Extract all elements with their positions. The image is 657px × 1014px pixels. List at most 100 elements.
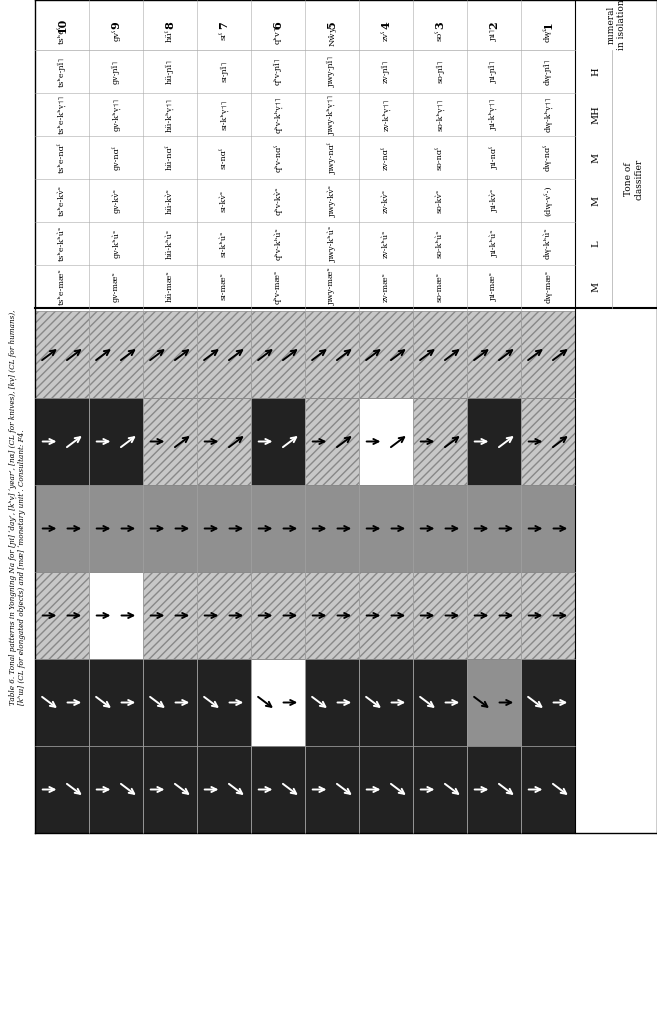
Text: 2: 2 (489, 21, 499, 28)
Text: dw̥‑kʰv̩˦˥: dw̥‑kʰv̩˦˥ (544, 96, 552, 132)
Bar (35, 485, 89, 572)
Bar (413, 746, 467, 832)
Bar (359, 572, 413, 659)
Bar (143, 485, 197, 572)
Bar (251, 311, 305, 399)
Text: tsʰe‑ɲi̋˥: tsʰe‑ɲi̋˥ (58, 57, 66, 86)
Bar (413, 659, 467, 746)
Text: Nŵyˤ: Nŵyˤ (328, 23, 336, 47)
Text: hü‑kʰùˣ: hü‑kʰùˣ (166, 228, 174, 259)
Text: sɪ‑kv̀ˣ: sɪ‑kv̀ˣ (220, 190, 228, 212)
Text: hü‑kv̀ˣ: hü‑kv̀ˣ (166, 188, 174, 214)
Text: ɲwy‑kʰv̩˦˥: ɲwy‑kʰv̩˦˥ (328, 94, 336, 135)
Text: sɪ‑nɑˤ: sɪ‑nɑˤ (220, 146, 228, 168)
Text: tsʰe‑mæˣ: tsʰe‑mæˣ (58, 268, 66, 305)
Bar (467, 572, 521, 659)
Text: dw̥‑ɲi̋˥: dw̥‑ɲi̋˥ (544, 58, 552, 85)
Text: qʰv‑ɲi̋˥: qʰv‑ɲi̋˥ (274, 58, 282, 85)
Text: 1: 1 (543, 21, 553, 28)
Bar (467, 311, 521, 399)
Text: 6: 6 (273, 21, 284, 28)
Text: 10: 10 (57, 17, 68, 32)
Bar (305, 311, 359, 399)
Text: dw̥‑nɑˤ: dw̥‑nɑˤ (544, 144, 552, 171)
Text: H: H (591, 67, 600, 76)
Text: sɪ‑mæˣ: sɪ‑mæˣ (220, 273, 228, 300)
Text: so‑kʰv̩˦˥: so‑kʰv̩˦˥ (436, 98, 444, 131)
Bar (197, 311, 251, 399)
Text: 5: 5 (327, 21, 338, 28)
Bar (305, 659, 359, 746)
Text: tsʰe‑kv̀ˣ: tsʰe‑kv̀ˣ (58, 185, 66, 216)
Bar (197, 572, 251, 659)
Text: hü‑kʰv̩˦˥: hü‑kʰv̩˦˥ (166, 97, 174, 132)
Text: sɪ‑ɲi̋˥: sɪ‑ɲi̋˥ (220, 61, 228, 82)
Text: zv‑kʰùˣ: zv‑kʰùˣ (382, 229, 390, 258)
Text: 4: 4 (380, 21, 392, 28)
Text: hü‑nɑˤ: hü‑nɑˤ (166, 145, 174, 170)
Text: L: L (591, 240, 600, 246)
Bar (35, 311, 89, 399)
Text: tsʰe‑kʰv̩˦˥: tsʰe‑kʰv̩˦˥ (58, 95, 66, 134)
Bar (35, 93, 575, 136)
Text: M: M (591, 282, 600, 292)
Bar (35, 265, 575, 308)
Text: gv‑nɑˤ: gv‑nɑˤ (112, 145, 120, 170)
Text: M: M (591, 196, 600, 206)
Bar (359, 485, 413, 572)
Bar (35, 0, 657, 50)
Text: 9: 9 (110, 21, 122, 28)
Text: so‑nɑˤ: so‑nɑˤ (436, 145, 444, 169)
Text: ɲwy‑ɲi̋˥: ɲwy‑ɲi̋˥ (328, 56, 336, 87)
Text: so‑kv̀ˣ: so‑kv̀ˣ (436, 189, 444, 213)
Text: gvˤ: gvˤ (112, 28, 120, 42)
Text: sɪ‑kʰùˣ: sɪ‑kʰùˣ (220, 230, 228, 257)
Text: zv‑mæˣ: zv‑mæˣ (382, 272, 390, 301)
Bar (89, 311, 143, 399)
Text: qʰv‑kʰv̩˦˥: qʰv‑kʰv̩˦˥ (274, 96, 282, 133)
Bar (521, 746, 575, 832)
Bar (197, 399, 251, 485)
Text: gv‑kv̀ˣ: gv‑kv̀ˣ (112, 188, 120, 213)
Bar (521, 485, 575, 572)
Text: soˤ: soˤ (436, 29, 444, 41)
Text: ɲwy‑kʰùˣ: ɲwy‑kʰùˣ (328, 225, 336, 262)
Text: M: M (591, 152, 600, 162)
Bar (251, 399, 305, 485)
Text: (dw̥‑vˤ‑): (dw̥‑vˤ‑) (544, 186, 552, 216)
Text: zv‑kv̀ˣ: zv‑kv̀ˣ (382, 189, 390, 213)
Text: ɲi‑kʰv̩˦˥: ɲi‑kʰv̩˦˥ (490, 98, 498, 130)
Bar (35, 746, 89, 832)
Text: qʰv‑kv̀ˣ: qʰv‑kv̀ˣ (274, 187, 283, 215)
Text: so‑kʰùˣ: so‑kʰùˣ (436, 229, 444, 258)
Bar (521, 659, 575, 746)
Bar (143, 311, 197, 399)
Text: 3: 3 (434, 21, 445, 28)
Bar (467, 659, 521, 746)
Bar (305, 485, 359, 572)
Bar (89, 659, 143, 746)
Text: dw̥ˤ: dw̥ˤ (544, 27, 552, 43)
Bar (359, 399, 413, 485)
Bar (521, 399, 575, 485)
Text: gv‑ɲi̋˥: gv‑ɲi̋˥ (112, 60, 120, 83)
Text: Tone of
classifier: Tone of classifier (624, 158, 644, 200)
Text: tsʰe‑nɑˤ: tsʰe‑nɑˤ (58, 142, 66, 173)
Text: dw̥‑kʰùˣ: dw̥‑kʰùˣ (544, 227, 552, 260)
Bar (89, 399, 143, 485)
Bar (251, 746, 305, 832)
Bar (359, 311, 413, 399)
Text: qʰv‑kʰùˣ: qʰv‑kʰùˣ (274, 227, 283, 260)
Bar (143, 399, 197, 485)
Text: qʰv˥: qʰv˥ (274, 26, 282, 44)
Text: hüˤ: hüˤ (166, 28, 174, 42)
Text: tsʰeˤ: tsʰeˤ (58, 25, 66, 45)
Text: ɲi‑nɑˤ: ɲi‑nɑˤ (489, 146, 498, 169)
Bar (143, 746, 197, 832)
Text: so‑mæˣ: so‑mæˣ (436, 272, 444, 301)
Bar (359, 746, 413, 832)
Text: dw̥‑mæˣ: dw̥‑mæˣ (544, 270, 552, 303)
Bar (143, 659, 197, 746)
Text: numeral
in isolation: numeral in isolation (606, 0, 625, 51)
Bar (251, 485, 305, 572)
